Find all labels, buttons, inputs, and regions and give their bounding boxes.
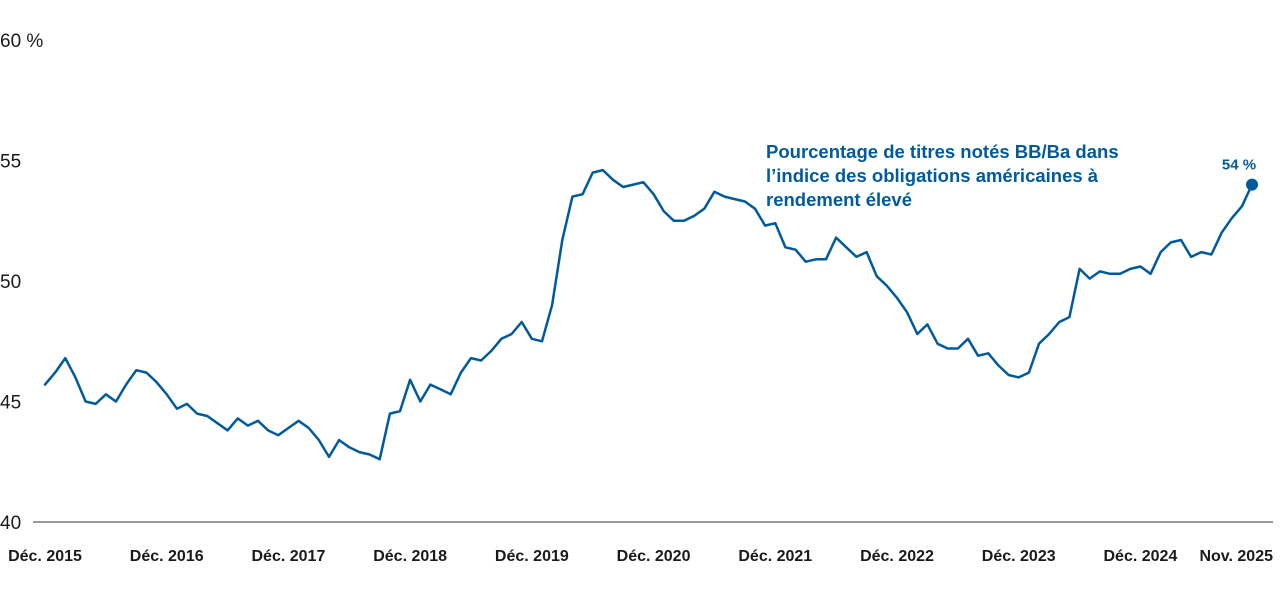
x-tick-label: Déc. 2021 — [738, 548, 812, 565]
y-tick-label: 40 — [0, 513, 21, 534]
y-axis-ticks: 60 % 55 50 45 40 — [0, 31, 43, 534]
x-axis-ticks: Déc. 2015 Déc. 2016 Déc. 2017 Déc. 2018 Déc.… — [8, 548, 1273, 565]
series-line — [43, 168, 1254, 461]
x-tick-label: Déc. 2020 — [617, 548, 691, 565]
x-tick-label: Déc. 2024 — [1104, 548, 1178, 565]
x-tick-label: Déc. 2022 — [860, 548, 934, 565]
y-tick-label: 55 — [0, 152, 21, 173]
x-tick-label: Déc. 2015 — [8, 548, 82, 565]
y-tick-label: 50 — [0, 272, 21, 293]
y-tick-label: 60 % — [0, 31, 43, 52]
end-point-marker — [1246, 178, 1258, 191]
end-point-label: 54 % — [1222, 157, 1256, 174]
series-line-group — [43, 168, 1254, 461]
y-tick-label: 45 — [0, 393, 21, 414]
x-tick-label: Déc. 2017 — [252, 548, 326, 565]
x-tick-label: Déc. 2023 — [982, 548, 1056, 565]
x-tick-label: Nov. 2025 — [1199, 548, 1273, 565]
x-tick-label: Déc. 2019 — [495, 548, 569, 565]
x-tick-label: Déc. 2018 — [373, 548, 447, 565]
series-annotation: Pourcentage de titres notés BB/Ba dans l… — [766, 141, 1119, 210]
end-marker-group: 54 % — [1222, 157, 1258, 191]
x-tick-label: Déc. 2016 — [130, 548, 204, 565]
